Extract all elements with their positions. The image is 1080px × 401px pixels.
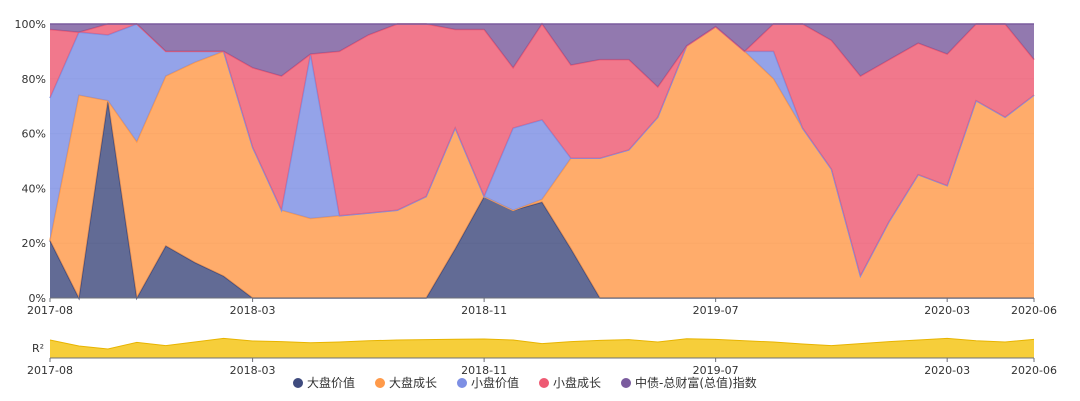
legend-label: 大盘成长 [389, 375, 437, 390]
r2-label: R² [32, 342, 44, 355]
legend-item-1: 大盘成长 [375, 375, 437, 390]
main-axes: 0% 20% 40% 60% 80% 100% 2017-08 2018-03 2018-11 2… [15, 18, 1057, 317]
legend-marker [375, 378, 385, 388]
legend-item-4: 中债-总财富(总值)指数 [621, 375, 757, 390]
x-tick-label: 2017-08 [27, 304, 73, 317]
r2-x-tick-label: 2017-08 [27, 364, 73, 377]
legend-item-2: 小盘价值 [457, 375, 519, 390]
r2-x-tick-label: 2019-07 [693, 364, 739, 377]
x-tick-label: 2019-07 [693, 304, 739, 317]
area-series-3 [50, 24, 1034, 277]
legend-marker [457, 378, 467, 388]
legend-item-0: 大盘价值 [293, 375, 355, 390]
y-tick-label: 100% [15, 18, 46, 31]
r2-line [49, 337, 1035, 350]
r2-x-tick-label: 2018-11 [461, 364, 507, 377]
legend: 大盘价值 大盘成长 小盘价值 小盘成长 中债-总财富(总值)指数 [293, 375, 757, 390]
area-series-1 [50, 26, 1034, 298]
legend-label: 小盘成长 [553, 375, 601, 390]
legend-marker [293, 378, 303, 388]
r2-panel: R² 2017-08 2018-03 2018-11 2019-07 2020-03 202… [27, 337, 1057, 377]
r2-x-tick-label: 2020-03 [924, 364, 970, 377]
r2-x-tick-label: 2020-06 [1011, 364, 1057, 377]
legend-marker [539, 378, 549, 388]
legend-marker [621, 378, 631, 388]
r2-x-tick-label: 2018-03 [230, 364, 276, 377]
y-tick-label: 40% [22, 182, 46, 195]
y-tick-label: 60% [22, 128, 46, 141]
area-series-4 [50, 24, 1034, 87]
y-tick-label: 0% [29, 292, 46, 305]
legend-label: 小盘价值 [471, 375, 519, 390]
x-tick-label: 2020-06 [1011, 304, 1057, 317]
x-tick-label: 2018-03 [230, 304, 276, 317]
y-tick-label: 80% [22, 73, 46, 86]
stacked-areas [49, 22, 1035, 301]
area-series-2 [50, 24, 1034, 277]
legend-item-3: 小盘成长 [539, 375, 601, 390]
x-tick-label: 2018-11 [461, 304, 507, 317]
legend-label: 中债-总财富(总值)指数 [635, 375, 757, 390]
legend-label: 大盘价值 [307, 375, 355, 390]
x-tick-label: 2020-03 [924, 304, 970, 317]
y-tick-label: 20% [22, 237, 46, 250]
